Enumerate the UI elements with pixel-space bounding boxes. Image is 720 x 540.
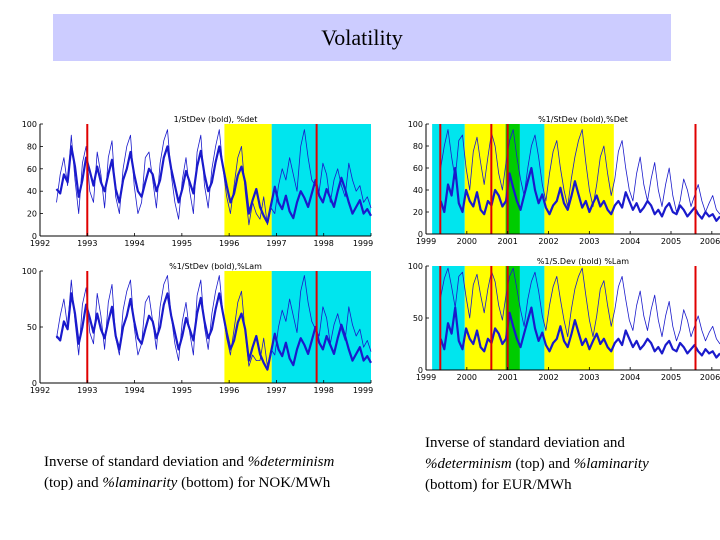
y-tick-label: 80 [27,142,37,151]
series-line-thin [56,275,372,367]
y-tick-label: 100 [408,262,423,271]
y-tick-label: 20 [27,210,37,219]
y-tick-label: 60 [413,164,423,173]
chart-svg: 1/StDev (bold), %det 0 20 40 60 80 100 1992 1993… [22,116,373,248]
y-tick-label: 50 [27,323,37,332]
period-band-cyan [432,266,465,370]
y-tick-label: 60 [27,165,37,174]
period-band-yellow [464,266,506,370]
caption-text-3: (bottom) for EUR/MWh [425,477,572,493]
slide-title-bar: Volatility [53,14,671,61]
y-tick-label: 100 [22,267,37,276]
caption-text-3: (bottom) for NOK/MWh [177,475,331,491]
x-tick-label: 2003 [579,237,599,246]
caption-italic-1: %determinism [425,456,512,472]
x-tick-label: 1998 [314,239,334,248]
slide-title: Volatility [321,24,403,50]
y-tick-label: 100 [408,120,423,129]
y-tick-label: 0 [32,379,37,388]
x-tick-label: 2004 [620,237,640,246]
x-tick-label: 1996 [219,239,239,248]
x-tick-label: 1993 [77,239,97,248]
caption-text-1: Inverse of standard deviation and [425,435,625,451]
series-line-bold [439,166,720,222]
x-tick-label: 1995 [172,239,192,248]
chart-eur-laminarity: %1/S.Dev (bold) %Lam 0 50 100 1999 2000 2001 20… [406,258,720,384]
x-tick-label: 2002 [538,373,558,382]
x-tick-label: 2005 [661,237,681,246]
series-line-thin [56,129,372,226]
y-tick-label: 40 [27,187,37,196]
x-tick-label: 2000 [457,237,477,246]
x-tick-label: 1994 [124,239,144,248]
x-tick-label: 1994 [124,386,144,395]
chart-svg: %1/StDev (bold),%Det 0 20 40 60 80 100 1999 2000… [408,116,720,246]
x-tick-label: 2006 [700,373,720,382]
caption-nok: Inverse of standard deviation and %deter… [44,452,394,494]
x-tick-label: 2003 [579,373,599,382]
x-tick-label: 1992 [30,239,50,248]
x-tick-label: 2000 [457,373,477,382]
x-tick-label: 1997 [266,239,286,248]
x-tick-label: 1995 [172,386,192,395]
x-tick-label: 1993 [77,386,97,395]
x-tick-label: 1999 [416,237,436,246]
chart-svg: %1/S.Dev (bold) %Lam 0 50 100 1999 2000 2001 20… [408,258,720,382]
x-tick-label: 2006 [700,237,720,246]
chart-title: %1/StDev (bold),%Det [538,116,628,124]
chart-title: %1/StDev (bold),%Lam [169,263,262,271]
y-tick-label: 0 [418,230,423,239]
chart-eur-determinism: %1/StDev (bold),%Det 0 20 40 60 80 100 1999 2000… [406,116,720,248]
y-tick-label: 50 [413,314,423,323]
x-tick-label: 1996 [219,386,239,395]
period-band-yellow [544,124,614,234]
caption-text-1: Inverse of standard deviation and [44,454,248,470]
series-line-bold [439,306,720,359]
x-tick-label: 1999 [353,386,373,395]
series-line-thin [440,129,720,215]
caption-eur: Inverse of standard deviation and %deter… [425,433,705,496]
x-tick-label: 1999 [353,239,373,248]
chart-title: %1/S.Dev (bold) %Lam [537,258,629,266]
period-band-cyan [432,124,465,234]
x-tick-label: 2004 [620,373,640,382]
y-tick-label: 20 [413,208,423,217]
caption-italic-2: %laminarity [102,475,178,491]
series-line-thin [440,267,720,345]
x-tick-label: 1998 [314,386,334,395]
y-tick-label: 80 [413,142,423,151]
x-tick-label: 2005 [661,373,681,382]
caption-text-2: (top) and [511,456,574,472]
period-band-cyan [271,124,371,236]
caption-italic-2: %laminarity [573,456,649,472]
chart-nok-laminarity: %1/StDev (bold),%Lam 0 50 100 1992 1993 1994 19… [18,263,373,399]
series-line-bold [55,145,372,224]
y-tick-label: 40 [413,186,423,195]
x-tick-label: 2002 [538,237,558,246]
chart-title: 1/StDev (bold), %det [174,116,258,124]
x-tick-label: 1992 [30,386,50,395]
x-tick-label: 1997 [266,386,286,395]
caption-text-2: (top) and [44,475,103,491]
x-tick-label: 1999 [416,373,436,382]
x-tick-label: 2001 [497,237,517,246]
y-tick-label: 0 [32,232,37,241]
series-line-bold [55,292,372,371]
y-tick-label: 0 [418,366,423,375]
x-tick-label: 2001 [497,373,517,382]
chart-nok-determinism: 1/StDev (bold), %det 0 20 40 60 80 100 1992 1993… [18,116,373,254]
period-band-cyan [271,271,371,383]
chart-svg: %1/StDev (bold),%Lam 0 50 100 1992 1993 1994 19… [22,263,373,395]
caption-italic-1: %determinism [247,454,335,470]
y-tick-label: 100 [22,120,37,129]
period-band-yellow [544,266,614,370]
period-band-green [505,266,520,370]
